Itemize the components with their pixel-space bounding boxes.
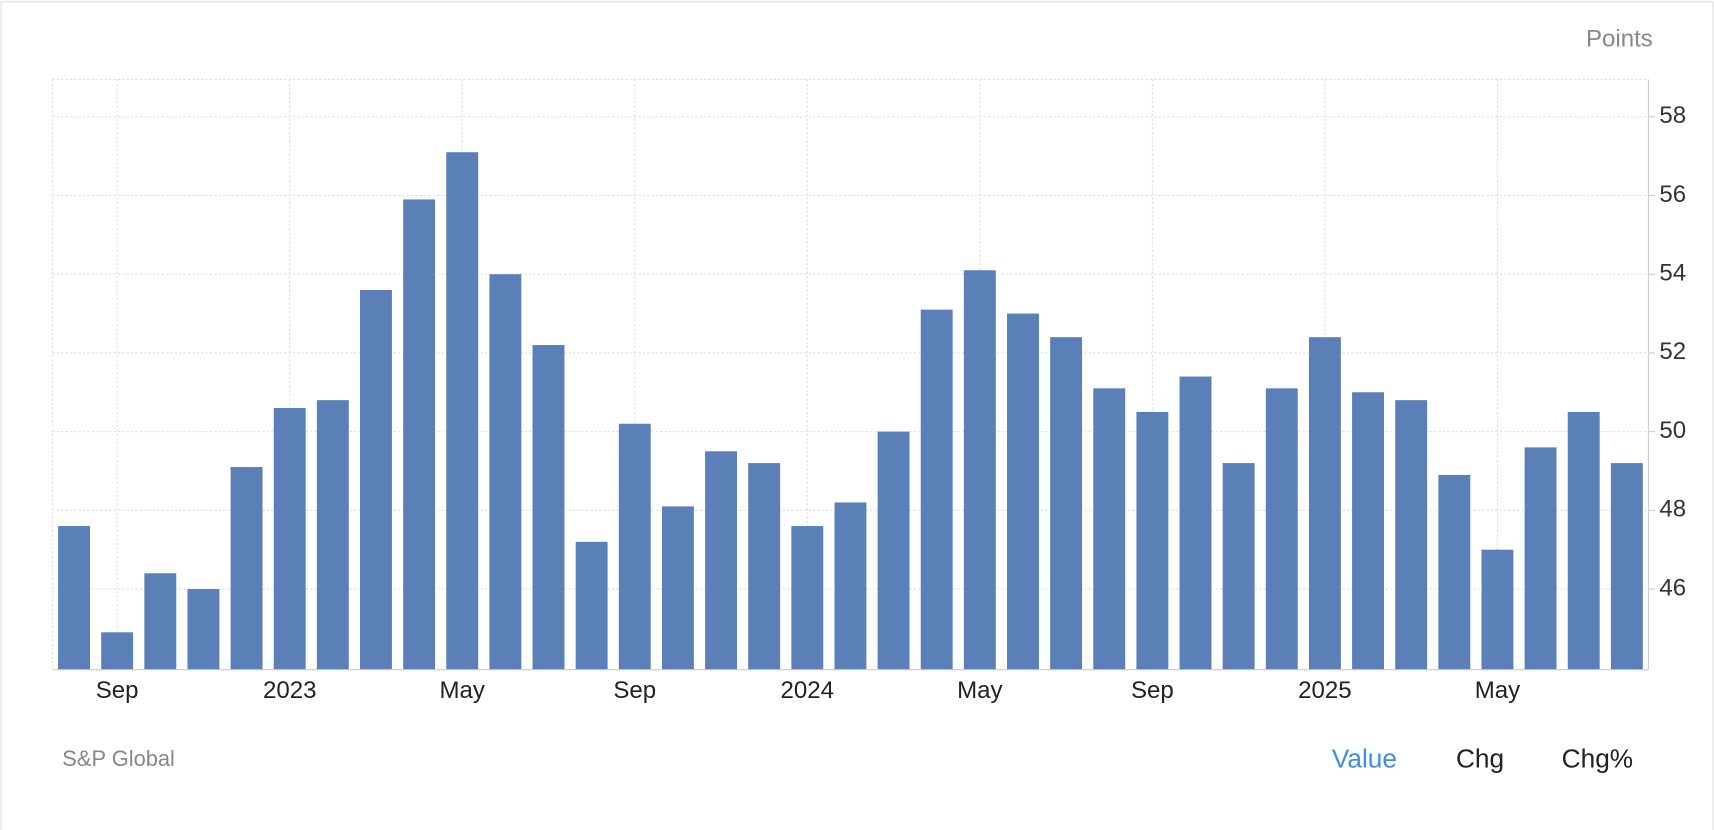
bar <box>1438 474 1471 670</box>
bar <box>1222 463 1255 670</box>
y-tick-label: 52 <box>1659 338 1686 365</box>
bar <box>144 573 177 670</box>
x-tick-label: May <box>1475 677 1520 704</box>
source: S&P Global <box>62 746 175 771</box>
y-tick-label: 48 <box>1659 496 1686 523</box>
bar <box>489 274 522 670</box>
bar <box>834 502 867 670</box>
bar <box>1265 388 1298 670</box>
y-tick-label: 46 <box>1659 574 1686 601</box>
bar <box>1395 400 1428 670</box>
bar <box>877 431 910 670</box>
bar <box>1481 549 1514 670</box>
bar <box>273 408 306 670</box>
bar <box>230 467 263 670</box>
bar <box>705 451 737 670</box>
y-tick-label: 56 <box>1659 181 1686 208</box>
y-tick-label: 50 <box>1659 417 1686 444</box>
x-tick-label: Sep <box>613 677 656 704</box>
bar <box>1308 337 1341 670</box>
bar <box>403 199 436 670</box>
bar <box>1567 411 1600 670</box>
tab[interactable]: Value <box>1332 743 1397 773</box>
bar <box>791 526 824 670</box>
bar <box>446 152 479 670</box>
bar <box>101 632 134 670</box>
bar <box>661 506 694 670</box>
bar <box>748 463 781 670</box>
x-tick-label: 2025 <box>1298 677 1351 704</box>
y-tick-label: 54 <box>1659 260 1686 287</box>
x-tick-label: Sep <box>96 677 139 704</box>
x-tick-label: 2023 <box>263 677 316 704</box>
bar <box>58 526 90 670</box>
x-tick-label: May <box>440 677 485 704</box>
bar <box>1136 411 1169 670</box>
bar <box>1524 447 1557 670</box>
tab[interactable]: Chg% <box>1562 743 1633 773</box>
bar <box>963 270 996 670</box>
bar <box>920 309 953 670</box>
bar <box>575 541 608 670</box>
bar <box>1093 388 1126 670</box>
bar <box>532 345 565 670</box>
bar <box>1352 392 1385 670</box>
bar <box>360 289 392 670</box>
bar <box>618 423 651 670</box>
bar <box>187 589 220 670</box>
x-tick-label: May <box>957 677 1002 704</box>
x-tick-label: Sep <box>1131 677 1174 704</box>
bar <box>1179 376 1212 670</box>
bar <box>1007 313 1039 670</box>
bar <box>1050 337 1083 670</box>
bar <box>1610 463 1643 670</box>
tab[interactable]: Chg <box>1456 743 1504 773</box>
y-tick-label: 58 <box>1659 102 1686 129</box>
x-tick-label: 2024 <box>781 677 834 704</box>
bar <box>316 400 349 670</box>
unit-label: Points <box>1586 25 1653 52</box>
